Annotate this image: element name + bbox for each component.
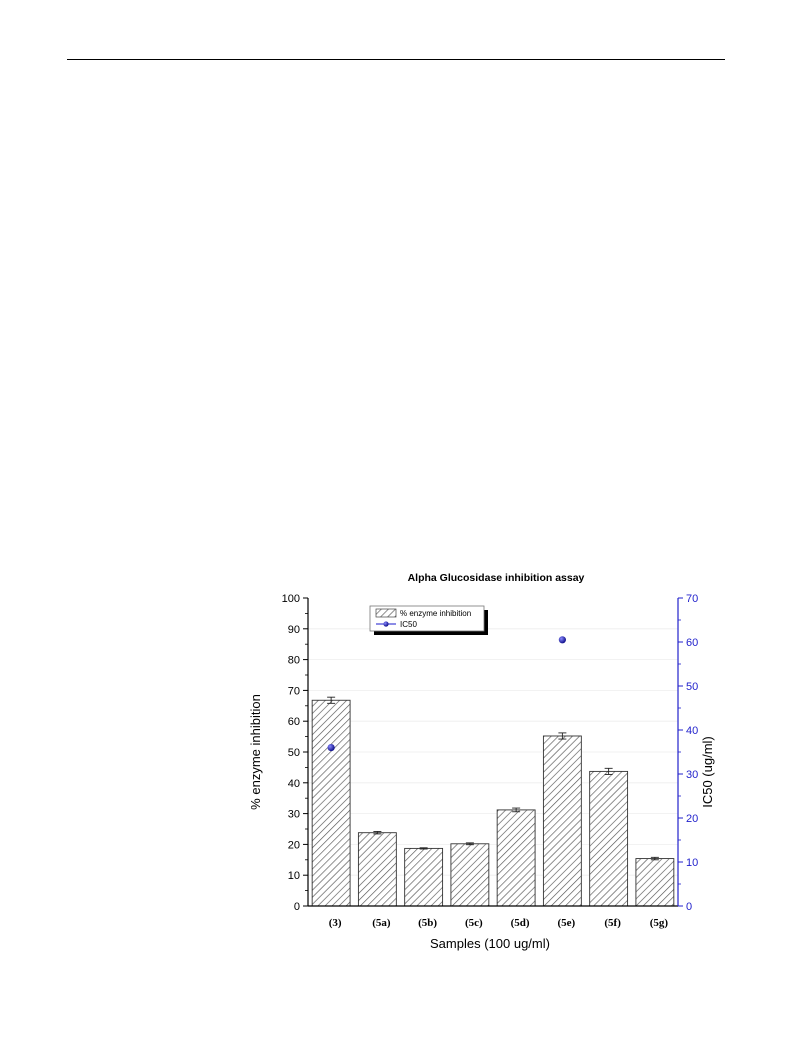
x-tick-label: (5b) [418,917,437,929]
left-axis-ticks: 0 10 20 30 40 50 60 70 80 90 100 [282,593,308,913]
right-tick-label: 0 [686,901,692,913]
right-tick-label: 60 [686,637,698,649]
legend-ic50-marker [383,621,389,627]
ic50-point [327,744,335,752]
left-tick-label: 60 [288,716,300,728]
left-tick-label: 90 [288,624,300,636]
x-tick-label: (5f) [604,917,621,929]
right-tick-label: 20 [686,813,698,825]
legend: % enzyme inhibition IC50 [369,605,488,635]
right-axis-ticks: 0 10 20 30 40 50 60 70 [678,593,698,913]
bars [311,699,675,907]
x-tick-label: (5d) [511,917,530,929]
bar [357,832,397,907]
bar [311,699,351,907]
left-tick-label: 70 [288,685,300,697]
legend-bar-label: % enzyme inhibition [400,609,471,618]
error-bars [327,696,659,861]
right-tick-label: 10 [686,857,698,869]
left-tick-label: 50 [288,747,300,759]
bar [404,847,444,907]
left-tick-label: 20 [288,839,300,851]
left-tick-label: 100 [282,593,300,605]
x-tick-label: (5g) [650,917,669,929]
x-axis-ticks: (3) (5a) (5b) (5c) (5d) (5e) (5f) (5g) [329,917,669,929]
bar [496,809,536,907]
x-tick-label: (5c) [465,917,483,929]
bar [635,858,675,907]
legend-ic50-label: IC50 [400,620,417,629]
left-tick-label: 10 [288,870,300,882]
legend-bar-swatch [375,608,397,618]
x-tick-label: (5a) [372,917,391,929]
x-tick-label: (5e) [558,917,576,929]
right-tick-label: 70 [686,593,698,605]
left-tick-label: 80 [288,655,300,667]
right-tick-label: 30 [686,769,698,781]
left-tick-label: 30 [288,809,300,821]
right-tick-label: 50 [686,681,698,693]
left-tick-label: 40 [288,778,300,790]
x-tick-label: (3) [329,917,342,929]
y-axis-label: % enzyme inhibition [248,694,263,810]
bar [542,735,582,907]
y2-axis-label: IC50 (ug/ml) [700,736,715,808]
x-axis-label: Samples (100 ug/ml) [430,936,550,951]
left-tick-label: 0 [294,901,300,913]
right-tick-label: 40 [686,725,698,737]
ic50-points [327,636,566,752]
ic50-point [558,636,566,644]
page-header-rule [67,59,725,60]
bar [589,770,629,907]
bar [450,843,490,907]
chart-title: Alpha Glucosidase inhibition assay [408,572,585,584]
